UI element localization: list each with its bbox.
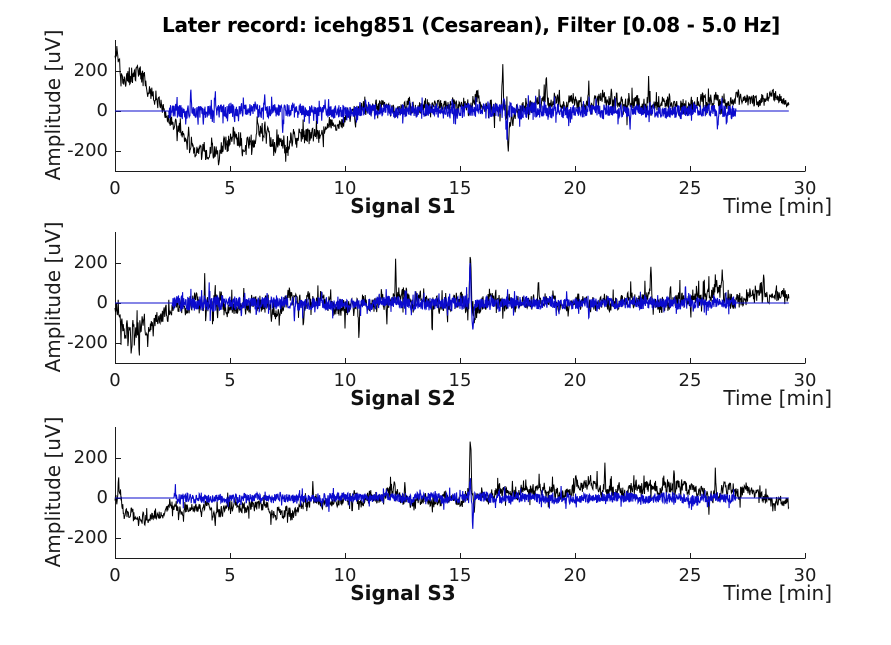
s1-xlabel-signal: Signal S1	[350, 194, 456, 218]
s1-x-tick-label-5: 5	[224, 178, 236, 199]
s2-x-tick-label-10: 10	[333, 370, 357, 391]
s3-x-tick-label-30: 30	[793, 565, 817, 586]
s1-y-tick-label-200: 200	[73, 60, 108, 81]
s3-x-tick-label-25: 25	[678, 565, 702, 586]
s1-blue-trace	[115, 89, 789, 142]
s2-x-tick-label-5: 5	[224, 370, 236, 391]
s2-x-tick-label-15: 15	[448, 370, 472, 391]
s3-x-tick-label-15: 15	[448, 565, 472, 586]
s1-x-tick-label-15: 15	[448, 178, 472, 199]
s3-y-tick-label-200: 200	[73, 447, 108, 468]
s2-x-tick-label-0: 0	[109, 370, 121, 391]
s2-xlabel-time: Time [min]	[723, 386, 832, 410]
s2-xlabel-signal: Signal S2	[350, 386, 456, 410]
s2-y-tick-label-200: 200	[73, 252, 108, 273]
s3-xlabel-signal: Signal S3	[350, 581, 456, 605]
s1-x-tick-label-0: 0	[109, 178, 121, 199]
s3-x-tick-label-0: 0	[109, 565, 121, 586]
s1-xlabel-time: Time [min]	[723, 194, 832, 218]
s3-xlabel-time: Time [min]	[723, 581, 832, 605]
s1-y-tick-label--200: -200	[67, 140, 108, 161]
s3-blue-trace	[115, 478, 789, 529]
s3-y-tick-label--200: -200	[67, 527, 108, 548]
s2-x-tick-label-25: 25	[678, 370, 702, 391]
s1-x-tick-label-30: 30	[793, 178, 817, 199]
s3-black-trace	[114, 441, 790, 527]
s1-x-tick-label-10: 10	[333, 178, 357, 199]
s3-x-tick-label-5: 5	[224, 565, 236, 586]
s3-y-tick-label-0: 0	[96, 487, 108, 508]
s2-y-tick-label--200: -200	[67, 332, 108, 353]
s2-x-tick-label-30: 30	[793, 370, 817, 391]
s3-x-tick-label-10: 10	[333, 565, 357, 586]
s2-y-tick-label-0: 0	[96, 292, 108, 313]
s1-x-tick-label-20: 20	[563, 178, 587, 199]
s1-x-tick-label-25: 25	[678, 178, 702, 199]
s1-y-tick-label-0: 0	[96, 100, 108, 121]
s2-blue-trace	[115, 262, 789, 330]
s3-x-tick-label-20: 20	[563, 565, 587, 586]
figure-title: Later record: icehg851 (Cesarean), Filte…	[161, 13, 781, 37]
s2-x-tick-label-20: 20	[563, 370, 587, 391]
